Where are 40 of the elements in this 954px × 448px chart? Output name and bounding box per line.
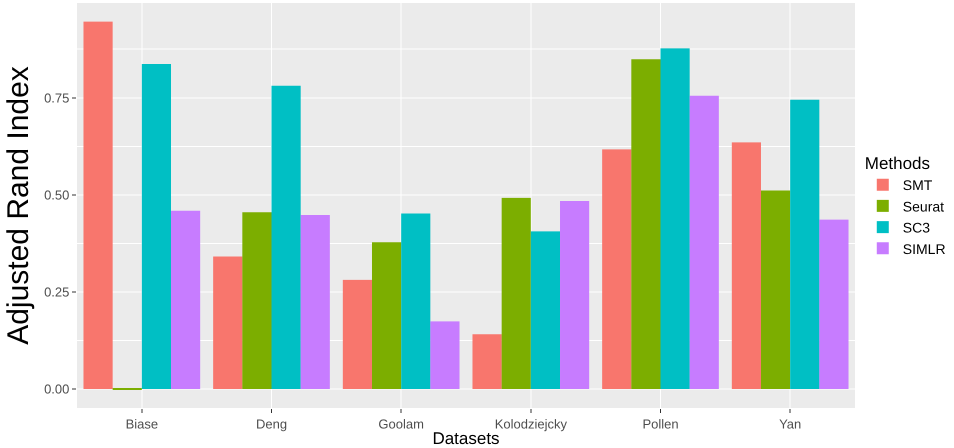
legend-label: Seurat <box>902 198 944 214</box>
y-tick-label: 0.25 <box>44 284 70 300</box>
legend-title: Methods <box>864 154 930 174</box>
x-tick-label: Deng <box>256 416 288 432</box>
bar <box>401 213 430 389</box>
bar <box>213 256 242 389</box>
bar <box>690 96 719 389</box>
bar <box>472 334 502 389</box>
y-tick-label: 0.75 <box>44 90 70 106</box>
bar <box>430 321 460 389</box>
bar <box>83 22 113 389</box>
bar <box>631 59 660 389</box>
x-tick-label: Goolam <box>378 416 424 432</box>
bar <box>760 190 790 389</box>
bar <box>300 215 330 389</box>
legend-label: SMT <box>902 177 933 194</box>
bar <box>560 201 590 389</box>
x-tick-label: Pollen <box>642 416 679 432</box>
x-axis-title: Datasets <box>432 429 500 448</box>
y-tick-label: 0.00 <box>44 382 70 397</box>
bar <box>732 142 761 389</box>
bar <box>171 210 200 389</box>
bar <box>242 212 272 389</box>
bar <box>602 149 632 389</box>
legend-label: SC3 <box>902 220 930 236</box>
bar <box>819 220 849 389</box>
legend-label: SIMLR <box>902 240 946 257</box>
bar <box>660 48 690 389</box>
bar <box>342 280 372 389</box>
bar <box>530 231 560 389</box>
y-axis-title: Adjusted Rand Index <box>2 66 36 345</box>
x-tick-label: Biase <box>126 416 158 432</box>
bar <box>272 86 301 389</box>
x-tick-label: Kolodziejcky <box>494 416 568 432</box>
bar <box>142 64 172 389</box>
bar <box>372 242 402 389</box>
y-tick-label: 0.50 <box>44 187 70 202</box>
bar <box>502 198 531 389</box>
x-tick-label: Yan <box>779 416 802 432</box>
bar <box>790 100 820 389</box>
